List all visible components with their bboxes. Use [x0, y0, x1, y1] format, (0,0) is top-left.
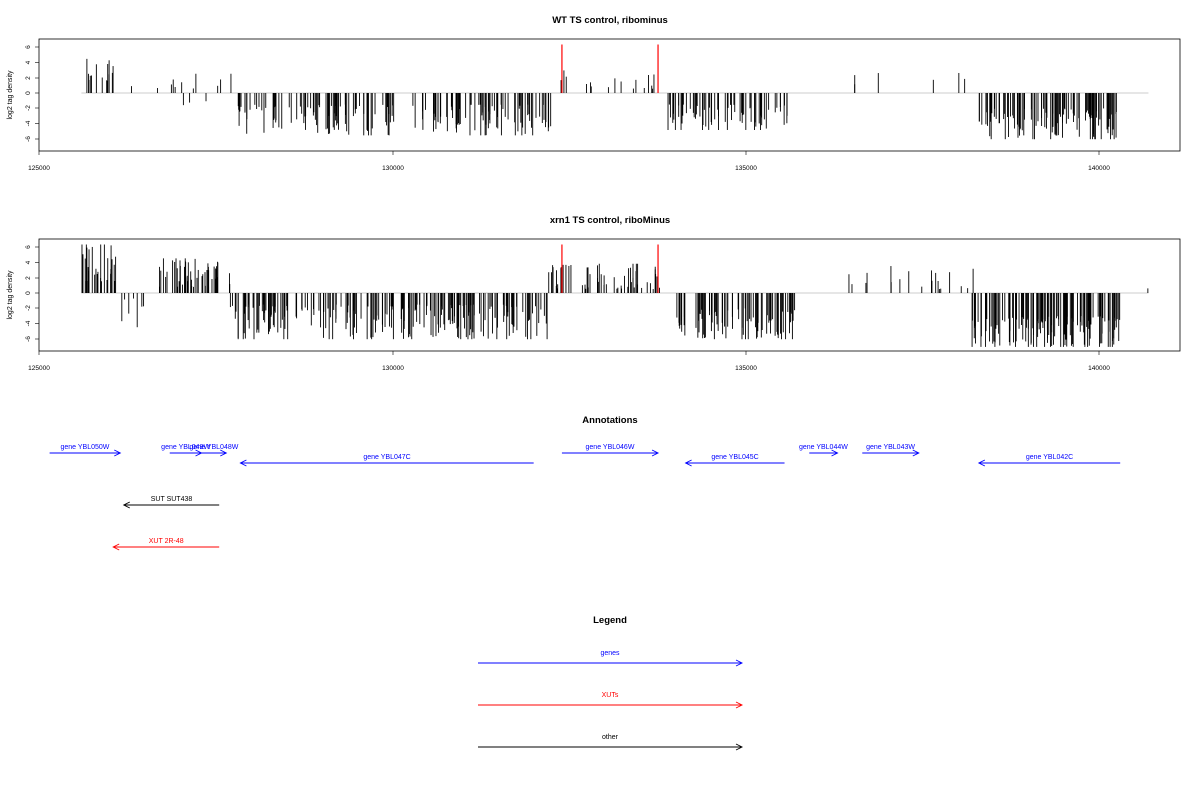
legend-item-genes: genes [478, 650, 744, 667]
legend-item-xuts: XUTs [478, 692, 744, 709]
x-tick-label: 140000 [1088, 365, 1110, 372]
panel-wt: WT TS control, ribominus log2 tag densit… [7, 15, 1181, 172]
x-tick-label: 130000 [382, 165, 404, 172]
plot-frame [38, 238, 1181, 352]
feature-xut-2r-48: XUT 2R-48 [112, 538, 220, 551]
x-tick-label: 125000 [28, 365, 50, 372]
feature-label: gene YBL045C [711, 454, 758, 461]
y-tick-label: 4 [25, 60, 32, 64]
y-axis-label: log2 tag density [7, 70, 14, 120]
x-tick-label: 125000 [28, 165, 50, 172]
feature-label: SUT SUT438 [151, 496, 193, 503]
feature-gene-ybl047c: gene YBL047C [239, 454, 534, 467]
x-tick-label: 135000 [735, 165, 757, 172]
feature-label: gene YBL049W [161, 444, 210, 451]
y-tick-label: -2 [25, 105, 32, 111]
feature-arrow-head [651, 449, 660, 457]
panel-xrn1: xrn1 TS control, riboMinus log2 tag dens… [7, 215, 1181, 372]
feature-label: gene YBL044W [799, 444, 848, 451]
feature-arrow-head [112, 543, 120, 551]
y-tick-label: 6 [25, 245, 32, 249]
y-tick-label: 2 [25, 276, 32, 280]
feature-gene-ybl043w: gene YBL043W [862, 444, 920, 457]
y-ticks: 6 4 2 0 -2 -4 -6 [25, 45, 39, 142]
feature-label: gene YBL043W [866, 444, 915, 451]
y-tick-label: -6 [25, 336, 32, 342]
feature-gene-ybl048w: gene YBL048W [189, 444, 239, 457]
feature-label: gene YBL050W [60, 444, 109, 451]
density-bars [81, 244, 1149, 347]
x-tick-label: 135000 [735, 365, 757, 372]
feature-label: gene YBL042C [1026, 454, 1073, 461]
legend-title: Legend [593, 615, 627, 626]
feature-gene-ybl042c: gene YBL042C [977, 454, 1121, 467]
x-ticks: 125000 130000 135000 140000 [28, 151, 1110, 172]
y-axis-label: log2 tag density [7, 270, 14, 320]
panel-title: xrn1 TS control, riboMinus [550, 215, 670, 226]
feature-gene-ybl044w: gene YBL044W [799, 444, 848, 457]
y-tick-label: 2 [25, 76, 32, 80]
legend-item-other: other [478, 734, 744, 751]
legend: genes XUTs other [478, 650, 744, 751]
legend-arrow-head [735, 659, 744, 667]
plot-frame [38, 38, 1181, 152]
feature-arrow-head [831, 449, 839, 457]
annotations-title: Annotations [582, 415, 637, 426]
panel-title: WT TS control, ribominus [552, 15, 668, 26]
x-ticks: 125000 130000 135000 140000 [28, 351, 1110, 372]
y-tick-label: 0 [25, 291, 32, 295]
feature-arrow-head [977, 459, 986, 467]
feature-label: gene YBL047C [363, 454, 410, 461]
x-tick-label: 130000 [382, 365, 404, 372]
legend-label: XUTs [602, 692, 619, 699]
y-tick-label: -4 [25, 120, 32, 126]
legend-arrow-head [735, 743, 744, 751]
feature-gene-ybl045c: gene YBL045C [684, 454, 785, 467]
legend-arrow-head [735, 701, 744, 709]
feature-arrow-head [684, 459, 692, 467]
y-tick-label: 4 [25, 260, 32, 264]
feature-arrow-head [122, 501, 131, 509]
density-bars [81, 44, 1149, 140]
y-tick-label: -4 [25, 320, 32, 326]
feature-label: gene YBL048W [189, 444, 238, 451]
feature-label: gene YBL046W [586, 444, 635, 451]
y-tick-label: -2 [25, 305, 32, 311]
feature-gene-ybl046w: gene YBL046W [561, 444, 660, 457]
feature-arrow-head [239, 459, 247, 467]
y-ticks: 6 4 2 0 -2 -4 -6 [25, 245, 39, 342]
y-tick-label: 6 [25, 45, 32, 49]
feature-arrow-head [220, 449, 228, 457]
x-tick-label: 140000 [1088, 165, 1110, 172]
feature-sut-sut438: SUT SUT438 [122, 496, 220, 509]
legend-label: genes [600, 650, 620, 657]
feature-arrow-head [912, 449, 920, 457]
y-tick-label: 0 [25, 91, 32, 95]
y-tick-label: -6 [25, 136, 32, 142]
feature-gene-ybl050w: gene YBL050W [49, 444, 122, 457]
legend-label: other [602, 734, 619, 741]
feature-arrow-head [114, 449, 122, 457]
feature-label: XUT 2R-48 [149, 538, 184, 545]
